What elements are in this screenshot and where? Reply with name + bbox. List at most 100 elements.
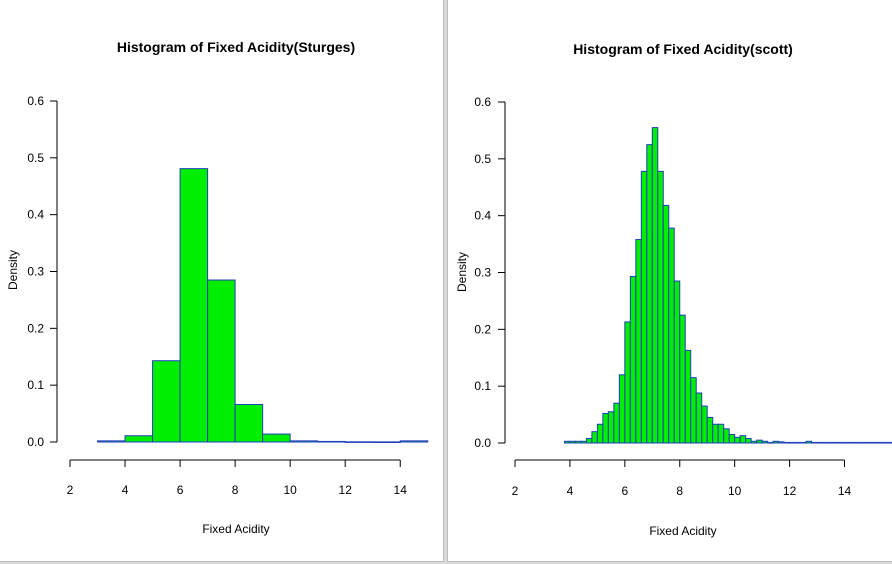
histogram-bar	[739, 435, 747, 444]
y-tick-label: 0.6	[27, 94, 44, 108]
histogram-bar	[854, 441, 862, 444]
histogram-bar	[756, 439, 763, 444]
x-tick-label: 8	[232, 483, 239, 497]
histogram-bar	[97, 440, 126, 443]
histogram-bar	[152, 360, 181, 443]
chart-title: Histogram of Fixed Acidity(Sturges)	[117, 39, 355, 55]
histogram-bar	[262, 433, 291, 443]
y-tick-label: 0.4	[27, 208, 44, 222]
histogram-bar	[690, 377, 697, 444]
histogram-bar	[591, 431, 598, 444]
histogram-bar	[695, 392, 703, 444]
histogram-bar	[794, 441, 802, 444]
y-tick-label: 0.6	[474, 95, 491, 109]
histogram-bar	[640, 170, 648, 444]
histogram-bar	[871, 441, 878, 444]
x-axis-label: Fixed Acidity	[649, 524, 716, 538]
y-tick-label: 0.5	[27, 151, 44, 165]
histogram-bar	[865, 441, 873, 444]
histogram-bar	[778, 441, 785, 444]
histogram-bar	[833, 441, 840, 444]
x-tick-label: 2	[512, 484, 519, 498]
histogram-bar	[580, 440, 587, 444]
histogram-bar	[849, 441, 856, 444]
histogram-bar	[701, 405, 708, 444]
histogram-bar	[635, 239, 642, 444]
x-tick-label: 10	[283, 483, 297, 497]
x-axis-label: Fixed Acidity	[202, 522, 269, 536]
histogram-bar	[761, 440, 769, 444]
histogram-bar	[673, 280, 681, 444]
histogram-bar	[876, 441, 884, 444]
histogram-scott-chart: Histogram of Fixed Acidity(scott) Fixed …	[455, 41, 892, 538]
histogram-bar	[179, 168, 209, 443]
x-tick-label: 12	[783, 484, 797, 498]
histogram-bar	[289, 440, 319, 443]
histogram-bar	[844, 441, 851, 444]
histogram-bar	[372, 441, 401, 443]
histogram-bar	[602, 412, 609, 444]
histogram-bar	[887, 441, 892, 444]
histogram-bar	[767, 441, 774, 444]
histogram-bar	[668, 227, 675, 444]
histogram-bar	[882, 441, 889, 444]
histogram-bar	[822, 441, 829, 444]
histogram-bar	[789, 441, 796, 444]
histogram-bar	[651, 127, 659, 444]
y-tick-label: 0.3	[27, 265, 44, 279]
y-axis-label: Density	[6, 250, 20, 290]
histogram-bar	[816, 441, 824, 444]
histogram-bar	[860, 441, 867, 444]
histogram-panel-sturges: Histogram of Fixed Acidity(Sturges) Fixe…	[0, 0, 444, 562]
histogram-bar	[569, 440, 576, 444]
y-tick-label: 0.5	[474, 152, 491, 166]
histogram-bar	[706, 416, 714, 444]
histogram-bar	[662, 204, 670, 444]
histogram-bar	[811, 441, 818, 444]
histogram-bar	[712, 423, 719, 444]
histogram-bar	[838, 441, 846, 444]
x-tick-label: 10	[728, 484, 742, 498]
x-tick-label: 4	[122, 483, 129, 497]
histogram-bar	[563, 440, 571, 444]
y-tick-label: 0.0	[474, 436, 491, 450]
histogram-bar	[207, 279, 236, 443]
histogram-bar	[750, 440, 758, 444]
histogram-bar	[783, 441, 791, 444]
y-tick-label: 0.2	[474, 322, 491, 336]
histogram-panel-scott: Histogram of Fixed Acidity(scott) Fixed …	[447, 0, 892, 562]
histogram-bar	[728, 433, 736, 444]
y-tick-label: 0.1	[474, 379, 491, 393]
histogram-bar	[805, 440, 813, 444]
histogram-bar	[679, 314, 686, 444]
histogram-bar	[629, 275, 637, 444]
histogram-bar	[772, 440, 780, 444]
histogram-bar	[618, 374, 626, 444]
y-tick-label: 0.0	[27, 435, 44, 449]
y-tick-label: 0.2	[27, 321, 44, 335]
x-tick-label: 6	[177, 483, 184, 497]
histogram-bar	[399, 440, 429, 443]
histogram-bar	[574, 440, 582, 444]
histogram-bar	[684, 349, 692, 444]
histogram-bar	[124, 435, 154, 443]
histogram-bar	[717, 423, 725, 444]
histogram-bar	[646, 144, 653, 444]
x-tick-label: 12	[339, 483, 353, 497]
x-tick-label: 2	[67, 483, 74, 497]
histogram-bar	[745, 437, 752, 444]
x-tick-label: 14	[838, 484, 852, 498]
histogram-bar	[344, 441, 374, 443]
histogram-bar	[596, 423, 604, 444]
x-tick-label: 6	[621, 484, 628, 498]
histogram-bar	[234, 403, 264, 443]
chart-title: Histogram of Fixed Acidity(scott)	[573, 41, 793, 57]
histogram-sturges-chart: Histogram of Fixed Acidity(Sturges) Fixe…	[6, 39, 429, 536]
histogram-bar	[800, 441, 807, 444]
histogram-bar	[624, 321, 631, 444]
histogram-bar	[585, 437, 593, 444]
y-tick-label: 0.1	[27, 378, 44, 392]
histogram-bar	[607, 411, 615, 444]
histogram-bar	[613, 402, 620, 444]
histogram-bar	[723, 428, 730, 444]
